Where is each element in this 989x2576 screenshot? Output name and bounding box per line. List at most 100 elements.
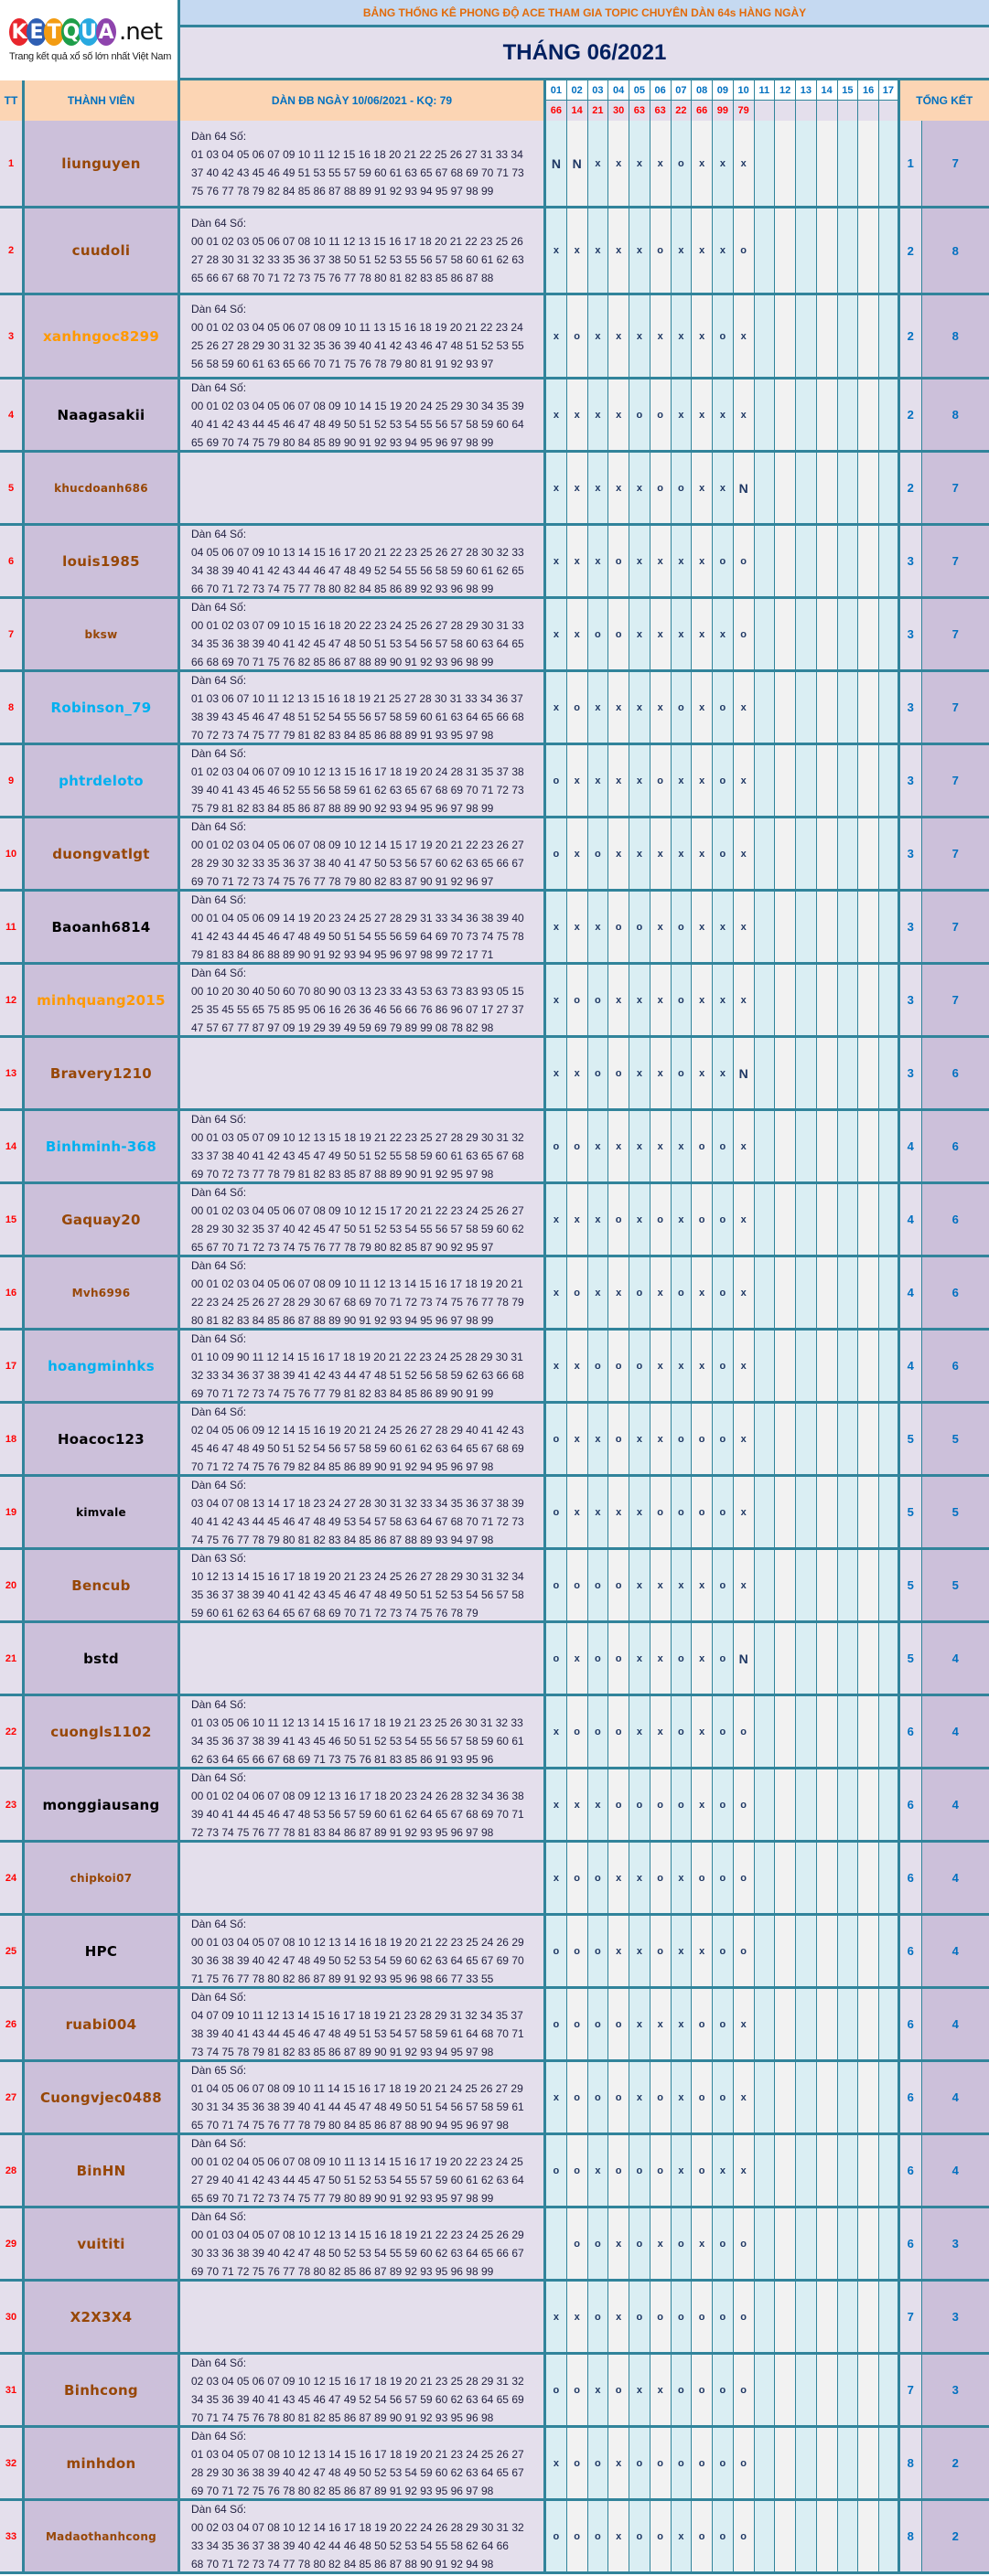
day-mark: o xyxy=(608,1769,629,1840)
member-name[interactable]: monggiausang xyxy=(25,1769,180,1840)
day-column-header: 05 63 xyxy=(629,80,650,121)
day-mark: x xyxy=(608,2428,629,2498)
member-name[interactable]: Mvh6996 xyxy=(25,1257,180,1328)
day-number: 14 xyxy=(816,80,837,101)
member-name[interactable]: X2X3X4 xyxy=(25,2282,180,2352)
day-mark: o xyxy=(629,2428,650,2498)
member-name[interactable]: Naagasakii xyxy=(25,379,180,450)
day-mark xyxy=(796,1477,817,1547)
member-name[interactable]: minhquang2015 xyxy=(25,965,180,1035)
member-name[interactable]: hoangminhks xyxy=(25,1331,180,1401)
day-mark xyxy=(816,818,838,889)
member-name[interactable]: kimvale xyxy=(25,1477,180,1547)
row-number: 6 xyxy=(0,526,25,596)
member-name[interactable]: Cuongvjec0488 xyxy=(25,2062,180,2132)
day-mark: o xyxy=(713,1111,734,1181)
number-set-line: 25 26 27 28 29 30 31 32 35 36 39 40 41 4… xyxy=(191,338,524,352)
member-name[interactable]: cuongls1102 xyxy=(25,1696,180,1767)
member-name[interactable]: Bravery1210 xyxy=(25,1038,180,1108)
day-mark: o xyxy=(650,1769,672,1840)
member-name[interactable]: HPC xyxy=(25,1916,180,1986)
day-column-header: 04 30 xyxy=(608,80,629,121)
member-name[interactable]: vuititi xyxy=(25,2208,180,2279)
day-mark xyxy=(837,2208,859,2279)
day-result xyxy=(858,101,878,121)
ketqua-logo[interactable]: K E T Q U A .net Trang kết quả xổ số lớn nhất … xyxy=(0,0,180,80)
day-mark: x xyxy=(671,1331,693,1401)
day-mark xyxy=(754,379,776,450)
day-mark xyxy=(837,1696,859,1767)
day-mark: x xyxy=(608,295,629,377)
day-result xyxy=(796,101,816,121)
member-name[interactable]: Binhcong xyxy=(25,2355,180,2425)
day-mark: x xyxy=(608,453,629,523)
day-mark: o xyxy=(546,1623,567,1694)
day-mark: x xyxy=(546,599,567,669)
member-name[interactable]: ruabi004 xyxy=(25,1989,180,2059)
member-name[interactable]: Binhminh-368 xyxy=(25,1111,180,1181)
day-mark: x xyxy=(733,745,755,816)
member-name[interactable]: Gaquay20 xyxy=(25,1184,180,1255)
day-mark xyxy=(796,2355,817,2425)
number-set-line: 62 63 64 65 66 67 68 69 71 73 75 76 81 8… xyxy=(191,1752,494,1766)
day-mark: x xyxy=(608,1257,629,1328)
day-mark xyxy=(816,379,838,450)
day-mark xyxy=(816,2208,838,2279)
number-set-line: 39 40 41 44 45 46 47 48 53 56 57 59 60 6… xyxy=(191,1807,524,1821)
member-name[interactable]: liunguyen xyxy=(25,121,180,206)
day-mark: o xyxy=(733,2501,755,2571)
member-name[interactable]: Bencub xyxy=(25,1550,180,1620)
day-mark: x xyxy=(546,672,567,743)
row-number: 20 xyxy=(0,1550,25,1620)
table-row: 8 Robinson_79 Dàn 64 Số: 01 03 06 07 10 11 … xyxy=(0,672,989,745)
row-number: 30 xyxy=(0,2282,25,2352)
day-mark: x xyxy=(546,379,567,450)
day-mark: x xyxy=(546,1038,567,1108)
number-set-line: 30 33 36 38 39 40 42 47 48 50 52 53 54 5… xyxy=(191,2246,524,2260)
day-mark: x xyxy=(608,1111,629,1181)
day-mark: x xyxy=(692,672,713,743)
day-mark: x xyxy=(733,2135,755,2206)
rank-value: 8 xyxy=(899,2428,922,2498)
member-name[interactable]: Hoacoc123 xyxy=(25,1404,180,1474)
member-name[interactable]: duongvatlgt xyxy=(25,818,180,889)
day-mark: o xyxy=(733,526,755,596)
day-mark: o xyxy=(566,295,588,377)
total-score: 2 xyxy=(921,2428,989,2498)
member-name[interactable]: Madaothanhcong xyxy=(25,2501,180,2571)
member-name[interactable]: bksw xyxy=(25,599,180,669)
member-name[interactable]: Baoanh6814 xyxy=(25,892,180,962)
table-row: 20 Bencub Dàn 63 Số: 10 12 13 14 15 16 17 1… xyxy=(0,1550,989,1623)
rank-value: 6 xyxy=(899,1696,922,1767)
day-mark: x xyxy=(733,1989,755,2059)
number-set-line: 75 79 81 82 83 84 85 86 87 88 89 90 92 9… xyxy=(191,801,494,815)
member-name[interactable]: xanhngoc8299 xyxy=(25,295,180,377)
member-name[interactable]: phtrdeloto xyxy=(25,745,180,816)
member-name[interactable]: chipkoi07 xyxy=(25,1843,180,1913)
day-mark xyxy=(754,453,776,523)
member-name[interactable]: louis1985 xyxy=(25,526,180,596)
member-name[interactable]: khucdoanh686 xyxy=(25,453,180,523)
number-set-line: 00 01 04 05 06 09 14 19 20 23 24 25 27 2… xyxy=(191,911,524,925)
day-mark: o xyxy=(650,1843,672,1913)
member-name[interactable]: Robinson_79 xyxy=(25,672,180,743)
column-header-row: TT THÀNH VIÊN DÀN ĐB NGÀY 10/06/2021 - K… xyxy=(0,80,989,121)
member-name[interactable]: cuudoli xyxy=(25,208,180,293)
day-mark xyxy=(754,745,776,816)
table-row: 22 cuongls1102 Dàn 64 Số: 01 03 05 06 10 11… xyxy=(0,1696,989,1769)
member-name[interactable]: minhdon xyxy=(25,2428,180,2498)
day-mark: o xyxy=(650,1477,672,1547)
day-mark xyxy=(796,453,817,523)
day-mark xyxy=(837,295,859,377)
member-name[interactable]: BinHN xyxy=(25,2135,180,2206)
rank-value: 2 xyxy=(899,208,922,293)
member-name[interactable]: bstd xyxy=(25,1623,180,1694)
day-mark: x xyxy=(629,1550,650,1620)
day-mark: o xyxy=(733,2282,755,2352)
table-row: 2 cuudoli Dàn 64 Số: 00 01 02 03 05 06 07 0… xyxy=(0,208,989,295)
day-mark xyxy=(796,526,817,596)
day-mark xyxy=(754,2208,776,2279)
day-mark xyxy=(816,2355,838,2425)
day-mark: x xyxy=(546,2282,567,2352)
